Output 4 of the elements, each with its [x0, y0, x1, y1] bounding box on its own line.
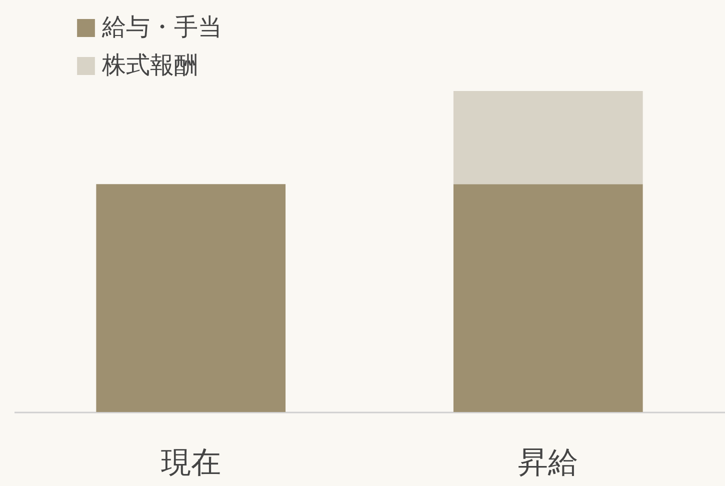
- x-tick-label: 現在: [160, 446, 221, 480]
- legend-label: 株式報酬: [101, 51, 198, 79]
- legend-label: 給与・手当: [101, 13, 222, 41]
- x-tick-label: 昇給: [518, 446, 578, 480]
